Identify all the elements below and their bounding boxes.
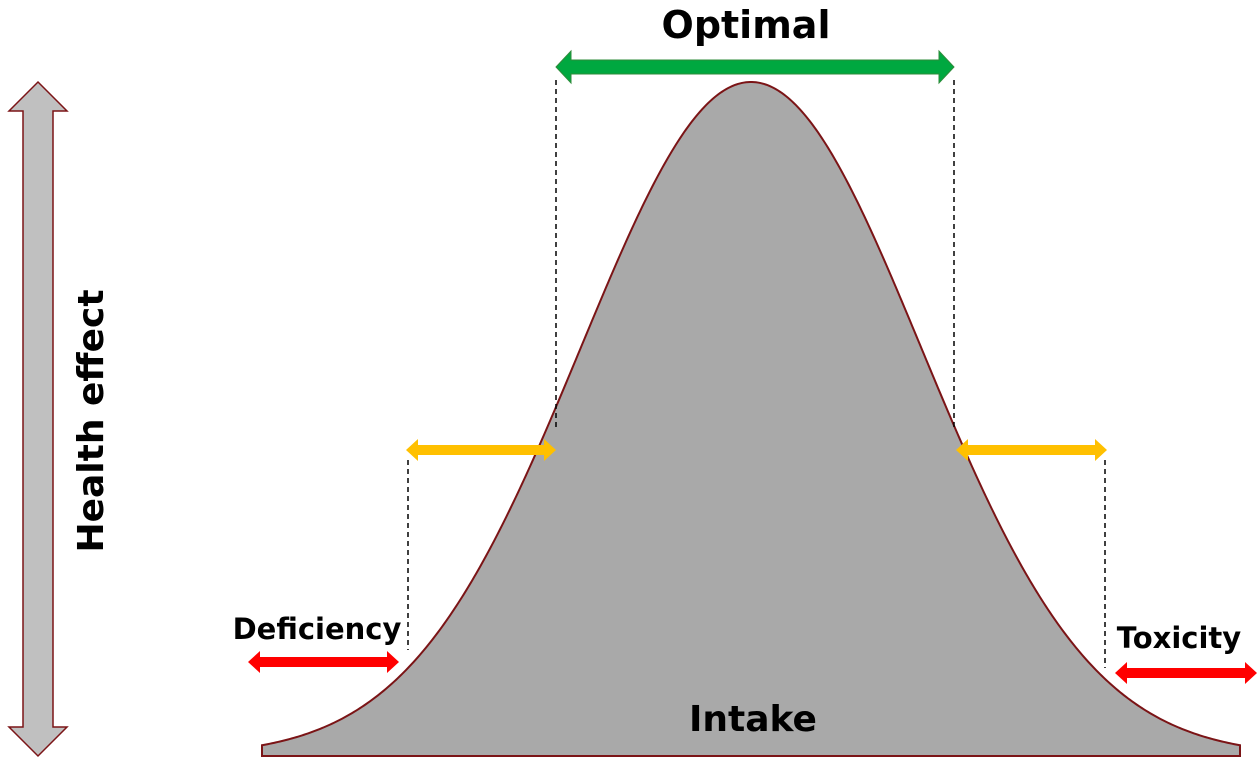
optimal-range-arrow	[555, 49, 955, 85]
suboptimal-low-arrow	[406, 439, 556, 461]
health-effect-label: Health effect	[71, 289, 112, 552]
toxicity-label: Toxicity	[1117, 621, 1241, 655]
health-effect-axis-arrow	[7, 80, 69, 758]
toxicity-arrow	[1115, 662, 1257, 684]
optimal-label: Optimal	[662, 3, 831, 47]
suboptimal-high-arrow	[956, 439, 1107, 461]
deficiency-label: Deficiency	[233, 612, 402, 646]
deficiency-arrow	[248, 651, 399, 673]
intake-label: Intake	[689, 699, 817, 740]
bell-curve	[261, 81, 1241, 757]
